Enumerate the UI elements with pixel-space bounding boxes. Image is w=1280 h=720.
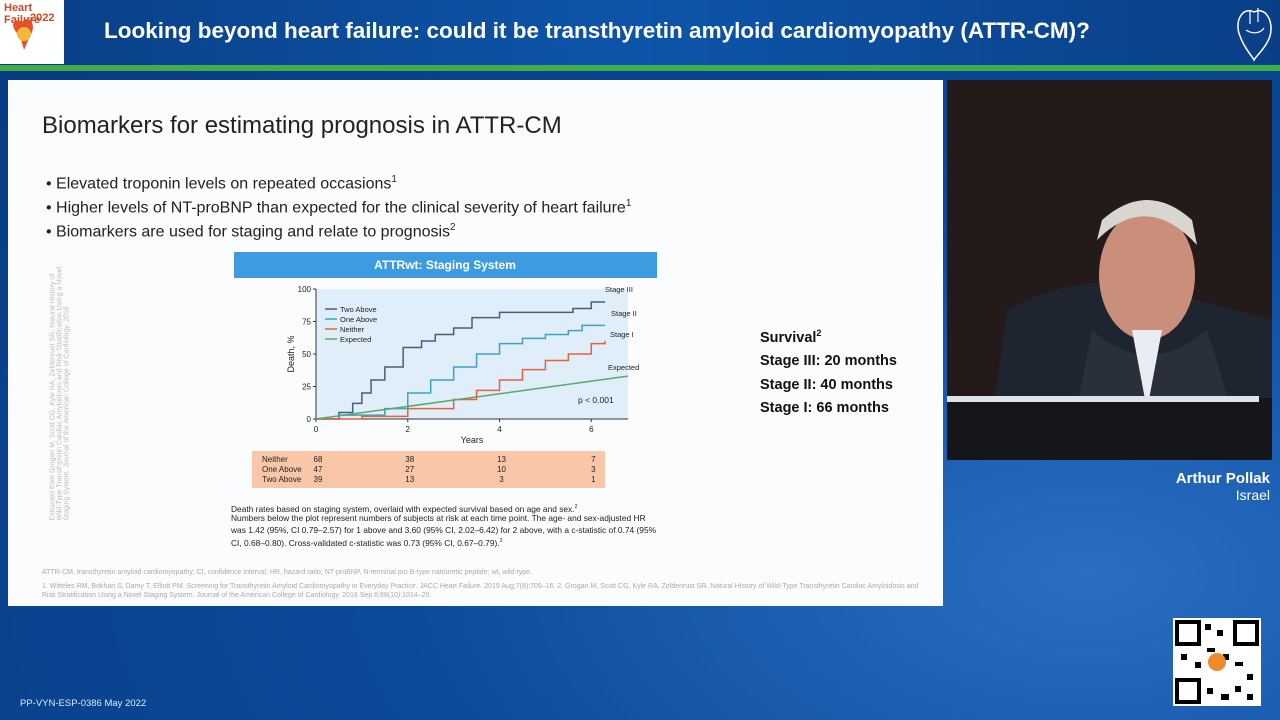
bullet: • Higher levels of NT-proBNP than expect…: [46, 198, 632, 217]
risk-value: 13: [405, 475, 414, 484]
risk-value: 1: [591, 475, 596, 484]
survival-item: Stage I: 66 months: [760, 400, 889, 417]
qr-code[interactable]: [1173, 618, 1261, 706]
caption-text: Death rates based on staging system, ove…: [231, 503, 575, 514]
risk-table-bg: [252, 451, 605, 488]
survival-box: Survival2 Stage III: 20 months Stage II:…: [760, 322, 897, 421]
risk-value: 3: [499, 475, 504, 484]
legend-label: One Above: [340, 315, 377, 324]
stage-label: Stage II: [611, 309, 637, 318]
legend-label: Two Above: [340, 305, 377, 314]
speaker-info: Arthur Pollak Israel: [1176, 470, 1270, 503]
figure-banner: [234, 252, 657, 278]
figure: ATTRwt: Staging System 0 25 50 75 100 0 2 4 6 Yea…: [234, 252, 657, 488]
y-tick-label: 0: [307, 415, 312, 424]
bullet: • Biomarkers are used for staging and re…: [46, 222, 456, 241]
side-note: Extracted from Grogan M, Scott CG, Kyle …: [49, 266, 71, 521]
y-axis-label: Death, %: [286, 335, 296, 372]
survival-title: Survival2: [760, 322, 897, 350]
bullet-text: Biomarkers are used for staging and rela…: [56, 223, 451, 241]
legend-label: Neither: [340, 325, 365, 334]
superscript: 1: [625, 198, 632, 209]
video-frame: [947, 80, 1272, 460]
header-title: Looking beyond heart failure: could it b…: [104, 18, 1090, 43]
bullet-text: Elevated troponin levels on repeated occ…: [56, 175, 392, 193]
bullet-text: Higher levels of NT-proBNP than expected…: [56, 199, 626, 217]
header-bar: [0, 0, 1280, 65]
superscript: 2: [499, 538, 503, 544]
risk-row-label: Neither: [262, 455, 288, 464]
y-tick-label: 100: [298, 285, 312, 294]
logo-heart: [13, 19, 33, 50]
x-tick-label: 4: [497, 425, 502, 434]
risk-value: 13: [497, 455, 506, 464]
superscript: 2: [816, 328, 822, 338]
logo: Heart Failure 2022: [0, 0, 64, 64]
references: 1. Witteles RM, Bokhari S, Damy T, Ellio…: [42, 583, 919, 599]
risk-row-label: Two Above: [262, 475, 302, 484]
logo-text: 2022: [30, 12, 55, 24]
y-tick-label: 75: [302, 318, 311, 327]
superscript: 2: [574, 504, 578, 510]
abbreviations: ATTR-CM, transthyretin amyloid cardiomyo…: [42, 569, 532, 576]
risk-value: 10: [497, 465, 506, 474]
slide-title: Biomarkers for estimating prognosis in A…: [42, 112, 562, 139]
caption: Death rates based on staging system, ove…: [231, 502, 661, 515]
qr-pattern: [1175, 620, 1259, 704]
risk-value: 38: [405, 455, 414, 464]
y-tick-label: 50: [302, 350, 311, 359]
superscript: 2: [450, 222, 456, 233]
survival-item: Stage II: 40 months: [760, 376, 893, 393]
caption: Numbers below the plot represent numbers…: [231, 513, 661, 549]
caption-text: Numbers below the plot represent numbers…: [231, 513, 657, 548]
heart-icon: [1237, 8, 1272, 62]
stage-label: Expected: [608, 363, 639, 372]
survival-item: Stage III: 20 months: [760, 353, 897, 370]
speaker-video: [947, 80, 1272, 460]
legend-label: Expected: [340, 335, 371, 344]
y-tick-label: 25: [302, 383, 311, 392]
risk-value: 7: [591, 455, 596, 464]
x-tick-label: 0: [314, 425, 319, 434]
figure-title: ATTRwt: Staging System: [374, 258, 516, 272]
series-line: [316, 301, 606, 420]
header-stripe: [0, 65, 1280, 71]
speaker-country: Israel: [1235, 487, 1270, 503]
series-line: [315, 375, 629, 420]
footer: PP-VYN-ESP-0386 May 2022: [20, 698, 147, 709]
risk-value: 68: [314, 455, 323, 464]
speaker-name: Arthur Pollak: [1175, 470, 1270, 487]
x-tick-label: 6: [589, 425, 594, 434]
bullet: • Elevated troponin levels on repeated o…: [46, 174, 397, 193]
annotation: p < 0.001: [578, 395, 614, 405]
risk-value: 39: [314, 475, 323, 484]
x-tick-label: 2: [406, 425, 411, 434]
stage-label: Stage I: [610, 330, 634, 339]
survival-title-text: Survival: [760, 329, 817, 346]
risk-row-label: One Above: [262, 465, 302, 474]
risk-value: 27: [405, 465, 414, 474]
series-line: [316, 341, 606, 420]
risk-value: 47: [314, 465, 323, 474]
superscript: 1: [391, 174, 397, 185]
stage-label: Stage III: [605, 285, 633, 294]
risk-value: 3: [591, 465, 596, 474]
x-axis-label: Years: [461, 435, 484, 445]
